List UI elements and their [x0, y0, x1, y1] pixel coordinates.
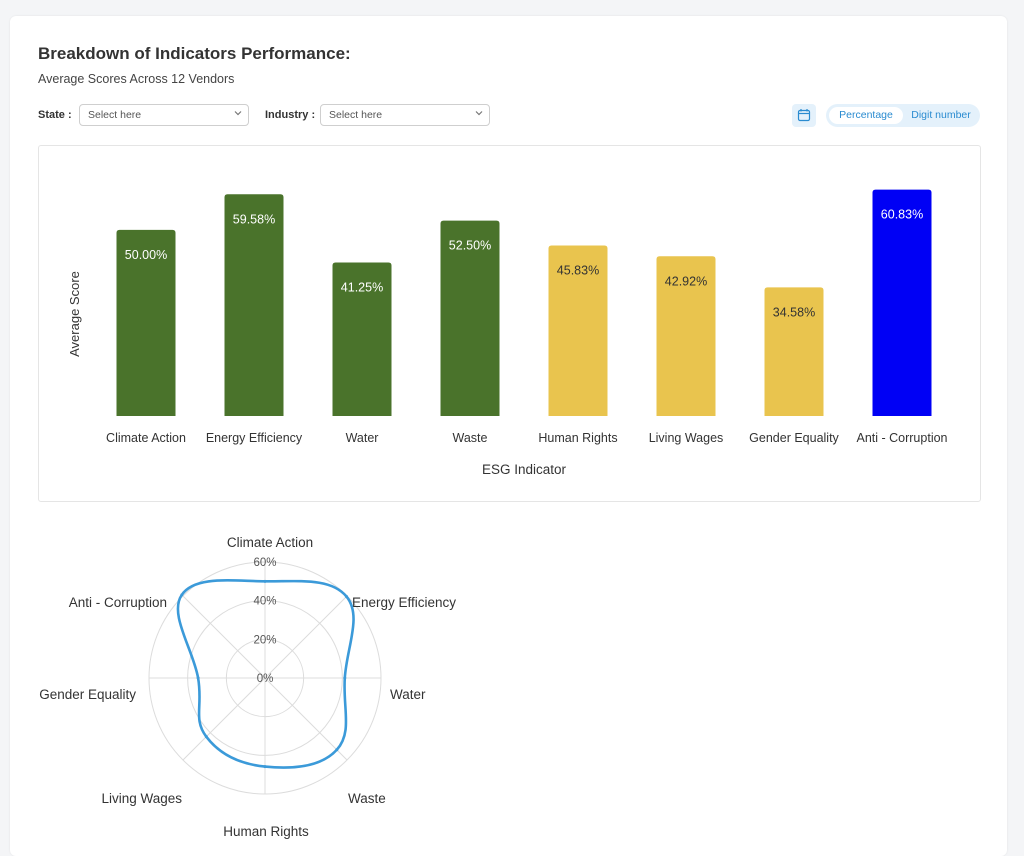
- bar-0[interactable]: [116, 229, 176, 416]
- chevron-down-icon: [475, 111, 483, 116]
- industry-select-placeholder: Select here: [329, 109, 383, 121]
- bar-5[interactable]: [656, 256, 716, 416]
- radar-category-label: Energy Efficiency: [352, 595, 456, 610]
- radar-spoke: [264, 677, 348, 761]
- bar-data-label: 34.58%: [773, 305, 815, 319]
- radar-chart: 0% 20% 40% 60% Climate Action Energy Efficie…: [39, 535, 456, 839]
- chevron-down-icon: [234, 111, 242, 116]
- radar-category-label: Gender Equality: [39, 687, 136, 702]
- calendar-button[interactable]: [792, 104, 816, 127]
- bar-data-label: 42.92%: [665, 274, 707, 288]
- bar-data-label: 41.25%: [341, 280, 383, 294]
- industry-select[interactable]: Select here: [320, 104, 490, 126]
- radar-category-label: Water: [390, 687, 426, 702]
- radar-tick-label: 40%: [253, 596, 276, 608]
- bar-4[interactable]: [548, 245, 608, 416]
- x-tick-label: Climate Action: [106, 431, 186, 445]
- bar-6[interactable]: [764, 287, 824, 416]
- radar-spoke: [264, 595, 348, 679]
- radar-category-label: Climate Action: [227, 535, 313, 550]
- radar-category-label: Human Rights: [223, 824, 309, 839]
- bar-2[interactable]: [332, 262, 392, 416]
- x-tick-label: Human Rights: [538, 431, 617, 445]
- x-tick-label: Waste: [453, 431, 488, 445]
- radar-category-label: Waste: [348, 791, 386, 806]
- x-tick-label: Water: [346, 431, 379, 445]
- radar-point-4[interactable]: [263, 765, 267, 769]
- radar-spoke: [182, 595, 266, 679]
- x-tick-label: Living Wages: [649, 431, 724, 445]
- y-axis-label: Average Score: [67, 271, 82, 357]
- toggle-percentage[interactable]: Percentage: [829, 107, 903, 124]
- bar-data-label: 60.83%: [881, 208, 923, 222]
- page-subtitle: Average Scores Across 12 Vendors: [38, 72, 235, 86]
- radar-point-1[interactable]: [344, 595, 348, 599]
- radar-tick-label: 20%: [253, 634, 276, 646]
- x-tick-label: Anti - Corruption: [856, 431, 947, 445]
- state-select[interactable]: Select here: [79, 104, 249, 126]
- bar-chart: Average Score ESG Indicator 50.00% Climat…: [67, 189, 948, 477]
- radar-category-label: Living Wages: [101, 791, 182, 806]
- bar-data-label: 45.83%: [557, 263, 599, 277]
- x-axis-label: ESG Indicator: [482, 462, 567, 477]
- bar-data-label: 59.58%: [233, 212, 275, 226]
- radar-point-6[interactable]: [196, 676, 200, 680]
- industry-label: Industry :: [265, 109, 316, 121]
- x-tick-label: Energy Efficiency: [206, 431, 303, 445]
- radar-spoke: [182, 677, 266, 761]
- toggle-digit-number[interactable]: Digit number: [911, 109, 971, 121]
- display-mode-toggle: Percentage Digit number: [826, 104, 980, 127]
- bar-data-label: 52.50%: [449, 239, 491, 253]
- bar-3[interactable]: [440, 220, 500, 416]
- radar-point-2[interactable]: [343, 676, 347, 680]
- calendar-icon: [797, 109, 811, 122]
- radar-category-label: Anti - Corruption: [69, 595, 167, 610]
- radar-point-7[interactable]: [180, 593, 184, 597]
- page-title: Breakdown of Indicators Performance:: [38, 44, 351, 63]
- bar-7[interactable]: [872, 189, 932, 416]
- radar-point-0[interactable]: [263, 579, 267, 583]
- indicators-card: Breakdown of Indicators Performance: Ave…: [10, 16, 1007, 856]
- bar-data-label: 50.00%: [125, 248, 167, 262]
- radar-point-5[interactable]: [204, 735, 208, 739]
- bar-1[interactable]: [224, 194, 284, 416]
- radar-tick-label: 0%: [257, 673, 274, 685]
- bar-chart-panel: Average Score ESG Indicator 50.00% Climat…: [38, 145, 981, 502]
- x-tick-label: Gender Equality: [749, 431, 839, 445]
- radar-point-3[interactable]: [335, 748, 339, 752]
- state-label: State :: [38, 109, 72, 121]
- state-select-placeholder: Select here: [88, 109, 142, 121]
- radar-tick-label: 60%: [253, 557, 276, 569]
